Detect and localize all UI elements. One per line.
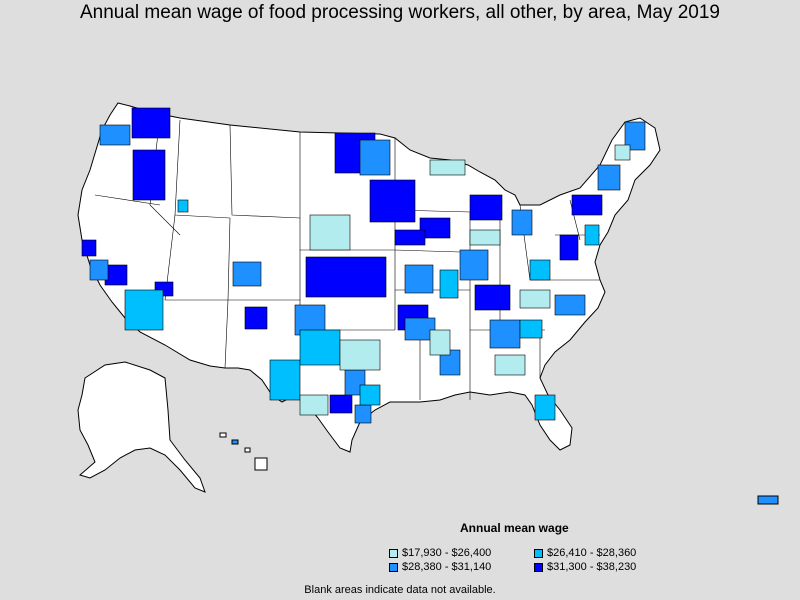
region-kansas bbox=[305, 256, 387, 298]
region-virginia-south bbox=[519, 289, 551, 309]
legend-label-3: $28,380 - $31,140 bbox=[402, 561, 492, 573]
region-california-central bbox=[104, 264, 128, 286]
region-south-carolina bbox=[519, 319, 543, 339]
region-minnesota-west bbox=[359, 139, 391, 176]
region-washington-north bbox=[131, 107, 171, 139]
region-wisconsin bbox=[419, 217, 451, 239]
region-idaho bbox=[177, 199, 189, 213]
legend-swatch-4 bbox=[534, 562, 543, 572]
legend-item-3: $28,380 - $31,140 bbox=[389, 561, 491, 573]
region-new-mexico bbox=[299, 329, 341, 366]
legend-item-2: $26,410 - $28,360 bbox=[534, 547, 636, 559]
region-california-north bbox=[81, 239, 97, 257]
region-illinois bbox=[439, 269, 459, 299]
region-vermont bbox=[614, 144, 631, 161]
region-mississippi bbox=[359, 384, 381, 406]
region-georgia-south bbox=[494, 354, 526, 376]
legend-swatch-3 bbox=[389, 562, 398, 572]
region-new-york bbox=[597, 164, 621, 191]
region-north-carolina bbox=[554, 294, 586, 316]
region-california-south bbox=[124, 289, 164, 331]
region-virginia bbox=[559, 234, 579, 261]
region-kentucky-east bbox=[429, 329, 451, 356]
legend-item-4: $31,300 - $38,230 bbox=[534, 561, 636, 573]
region-pennsylvania bbox=[571, 194, 603, 216]
region-texas-south bbox=[329, 394, 353, 414]
region-texas-central bbox=[339, 339, 381, 371]
region-maine bbox=[624, 121, 646, 151]
hawaii bbox=[219, 432, 268, 471]
alaska bbox=[77, 361, 206, 493]
region-georgia bbox=[489, 319, 521, 349]
region-california-bay bbox=[89, 259, 109, 281]
region-kentucky bbox=[474, 284, 511, 311]
region-washington-west bbox=[99, 124, 131, 146]
region-oregon-east bbox=[132, 149, 166, 201]
region-new-jersey bbox=[584, 224, 600, 246]
region-florida bbox=[534, 394, 556, 421]
region-michigan-south bbox=[469, 194, 503, 221]
legend-item-1: $17,930 - $26,400 bbox=[389, 547, 491, 559]
region-nebraska bbox=[309, 214, 351, 251]
legend-label-2: $26,410 - $28,360 bbox=[547, 547, 637, 559]
region-arizona bbox=[244, 306, 268, 330]
footnote: Blank areas indicate data not available. bbox=[304, 584, 496, 596]
region-texas-southwest bbox=[299, 394, 329, 416]
region-michigan-upper bbox=[429, 159, 466, 176]
region-indiana bbox=[459, 249, 489, 281]
legend-swatch-2 bbox=[534, 548, 543, 558]
region-ohio bbox=[511, 209, 533, 236]
region-texas-west bbox=[269, 359, 301, 401]
region-minnesota-east bbox=[369, 179, 416, 223]
region-missouri bbox=[404, 264, 434, 294]
region-texas-gulf bbox=[354, 404, 372, 424]
region-tennessee bbox=[404, 317, 436, 341]
region-colorado bbox=[232, 261, 262, 287]
region-west-virginia bbox=[529, 259, 551, 281]
legend-label-4: $31,300 - $38,230 bbox=[547, 561, 637, 573]
puerto-rico bbox=[757, 495, 779, 505]
region-iowa-south bbox=[469, 229, 501, 246]
region-iowa bbox=[394, 229, 426, 246]
map-title: Annual mean wage of food processing work… bbox=[79, 2, 721, 23]
legend-label-1: $17,930 - $26,400 bbox=[402, 547, 492, 559]
wage-regions bbox=[81, 107, 646, 424]
legend-swatch-1 bbox=[389, 548, 398, 558]
legend-title: Annual mean wage bbox=[460, 521, 569, 535]
